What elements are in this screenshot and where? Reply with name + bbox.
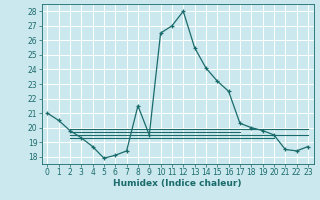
X-axis label: Humidex (Indice chaleur): Humidex (Indice chaleur) bbox=[113, 179, 242, 188]
